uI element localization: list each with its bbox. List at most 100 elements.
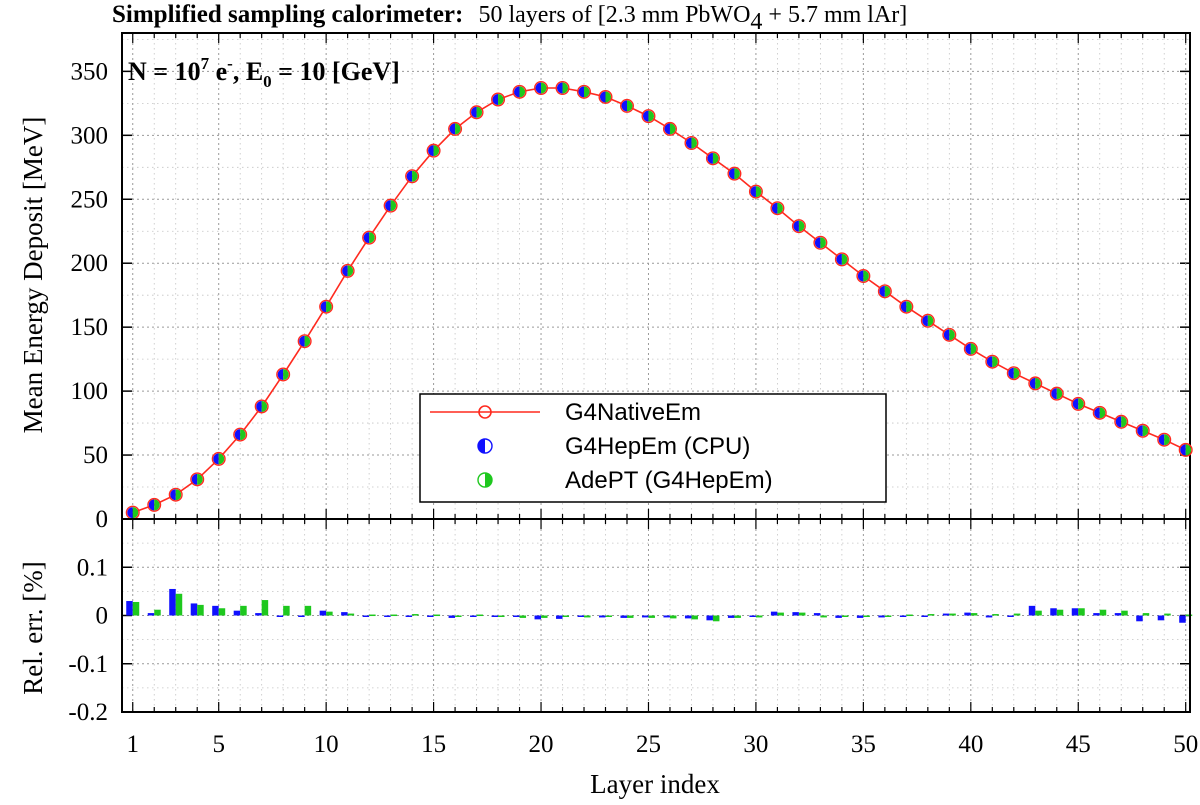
data-point-hepem-adept-right-half <box>1056 388 1063 400</box>
bar-adept <box>197 604 204 616</box>
annotation-energy: , E <box>233 57 263 86</box>
bar-adept <box>412 614 419 616</box>
bar-adept <box>132 601 140 616</box>
legend-adept-label: AdePT (G4HepEm) <box>565 467 773 494</box>
legend-hepem-marker <box>477 438 493 454</box>
data-point-hepem-adept <box>1008 367 1020 379</box>
y-tick-label: 350 <box>71 58 109 85</box>
bar-adept <box>218 608 226 616</box>
data-point-hepem-adept-right-half <box>820 237 826 249</box>
data-point-hepem-adept-right-half <box>1078 398 1084 410</box>
data-point-g4nativeem <box>383 198 398 213</box>
bar-adept <box>992 614 999 616</box>
data-point-hepem-adept <box>879 285 891 297</box>
data-point-hepem-adept-right-half <box>1121 416 1127 428</box>
data-point-hepem-adept-right-half <box>433 145 440 157</box>
data-point-hepem-adept <box>793 220 805 232</box>
bar-hepem <box>684 615 692 619</box>
data-point-hepem-adept <box>1180 444 1192 456</box>
data-point-hepem-adept <box>685 137 697 149</box>
bar-hepem <box>770 611 778 616</box>
data-point-hepem-adept <box>771 202 783 214</box>
data-point-hepem-adept-right-half <box>261 400 268 412</box>
data-point-g4nativeem <box>705 151 720 166</box>
data-point-hepem-adept-right-half <box>498 94 504 106</box>
bar-adept <box>369 614 376 617</box>
bar-adept <box>734 615 741 618</box>
annotation-particle-charge: - <box>227 54 233 73</box>
data-point-hepem-adept <box>621 100 633 112</box>
data-point-hepem-adept-right-half <box>154 499 160 511</box>
bar-adept <box>927 614 935 616</box>
data-point-hepem-adept-right-half <box>648 110 654 122</box>
bar-adept <box>498 615 505 617</box>
bar-adept <box>519 615 527 618</box>
bar-adept <box>970 613 978 616</box>
x-tick-label: 1 <box>126 731 139 758</box>
data-point-g4nativeem <box>512 84 527 99</box>
data-point-g4nativeem <box>555 80 570 95</box>
data-point-hepem-adept-right-half <box>369 232 375 244</box>
data-point-hepem-adept <box>1137 425 1149 437</box>
data-point-hepem-adept-left-half <box>1029 377 1036 389</box>
data-point-hepem-adept <box>514 86 526 98</box>
bar-adept <box>755 615 763 618</box>
data-point-hepem-adept-right-half <box>240 429 246 441</box>
data-point-g4nativeem <box>233 427 248 442</box>
data-point-hepem-adept-right-half <box>326 301 332 313</box>
figure-title: Simplified sampling calorimeter: 50 laye… <box>112 1 907 35</box>
data-point-hepem-adept-left-half <box>664 123 670 135</box>
data-point-hepem-adept-left-half <box>879 285 885 297</box>
data-point-hepem-adept <box>857 270 869 282</box>
data-point-hepem-adept <box>148 499 160 511</box>
data-point-hepem-adept-right-half <box>669 123 676 135</box>
data-point-hepem-adept <box>385 200 397 212</box>
data-point-hepem-adept-right-half <box>541 82 547 94</box>
bar-hepem <box>1179 615 1186 623</box>
bar-hepem <box>534 615 542 620</box>
legend-adept-outline <box>477 472 493 488</box>
bar-adept <box>347 613 355 616</box>
bar-hepem <box>319 610 327 616</box>
bar-adept <box>841 615 849 617</box>
legend: G4NativeEm G4HepEm (CPU) AdePT (G4HepEm) <box>419 393 887 503</box>
y-tick-label: 150 <box>71 314 109 341</box>
bar-adept <box>261 600 269 616</box>
data-point-hepem-adept-right-half <box>777 202 783 214</box>
data-point-hepem-adept-left-half <box>213 453 219 465</box>
bar-hepem <box>663 615 670 618</box>
data-point-hepem-adept-left-half <box>363 232 370 244</box>
bar-adept <box>390 614 398 617</box>
data-point-hepem-adept-left-half <box>836 253 842 265</box>
data-point-g4nativeem <box>985 354 1000 369</box>
bar-adept <box>863 615 870 617</box>
data-point-hepem-adept <box>127 507 139 519</box>
data-point-hepem-adept-right-half <box>863 270 869 282</box>
data-point-hepem-adept-right-half <box>519 86 526 98</box>
bar-adept <box>648 615 655 618</box>
data-point-hepem-adept-right-half <box>197 473 203 485</box>
data-point-hepem-adept-left-half <box>943 329 950 341</box>
bottom-y-axis-label: Rel. err. [%] <box>18 561 48 694</box>
data-point-hepem-adept-left-half <box>793 220 799 232</box>
bar-hepem <box>620 615 627 618</box>
data-point-g4nativeem <box>1178 442 1193 457</box>
data-point-g4nativeem <box>963 341 978 356</box>
data-point-hepem-adept-left-half <box>342 265 348 277</box>
data-point-g4nativeem <box>662 121 677 136</box>
data-point-g4nativeem <box>319 299 334 314</box>
bar-hepem <box>985 615 993 618</box>
data-point-hepem-adept-left-half <box>428 145 434 157</box>
y-tick-label: 0.1 <box>77 554 108 581</box>
bar-hepem <box>878 615 885 618</box>
bar-hepem <box>448 615 456 618</box>
data-point-hepem-adept <box>449 123 461 135</box>
data-point-hepem-adept <box>642 110 654 122</box>
data-point-hepem-adept-left-half <box>750 186 756 198</box>
bar-hepem <box>341 612 348 616</box>
data-point-hepem-adept <box>234 429 246 441</box>
bar-hepem <box>577 615 585 617</box>
bar-adept <box>949 613 956 616</box>
data-point-hepem-adept-left-half <box>578 86 585 98</box>
data-point-hepem-adept-right-half <box>927 315 934 327</box>
